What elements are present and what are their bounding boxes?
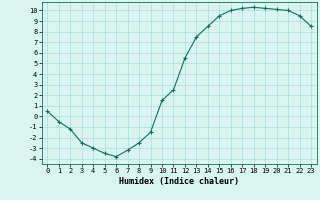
X-axis label: Humidex (Indice chaleur): Humidex (Indice chaleur) [119, 177, 239, 186]
